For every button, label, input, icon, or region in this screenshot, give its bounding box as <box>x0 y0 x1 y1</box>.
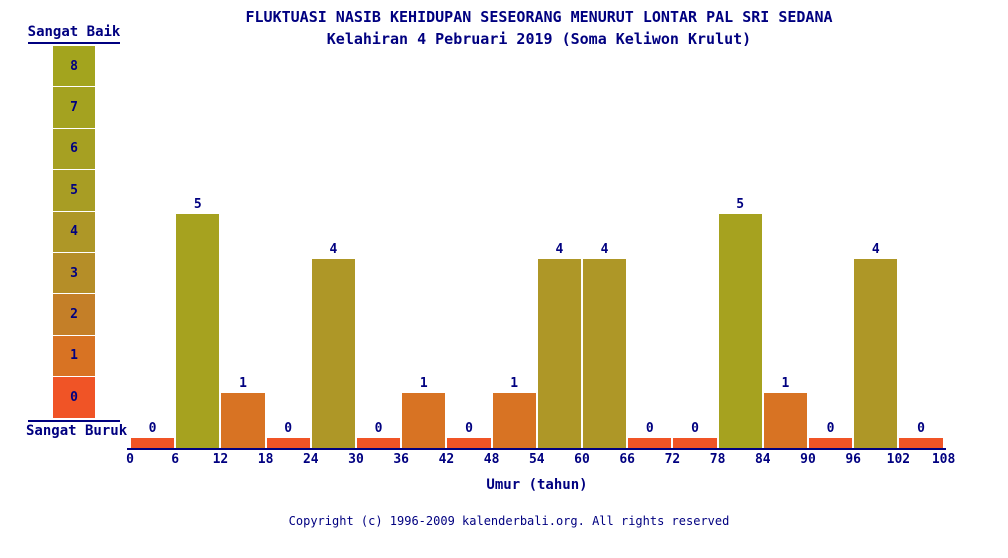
x-tick-label: 24 <box>302 452 319 467</box>
x-tick-label: 96 <box>845 452 862 467</box>
x-tick-label: 48 <box>483 452 500 467</box>
x-tick-label: 6 <box>171 452 180 467</box>
legend-cell-value: 3 <box>70 265 78 281</box>
x-tick-label: 36 <box>393 452 410 467</box>
x-tick-label: 60 <box>574 452 590 467</box>
legend-cell-value: 5 <box>70 182 78 198</box>
bar <box>628 438 672 448</box>
bar-value-label: 1 <box>510 376 519 392</box>
bar-value-label: 0 <box>917 421 925 436</box>
legend-cell: 2 <box>53 294 95 335</box>
bar <box>221 393 265 448</box>
x-tick-label: 18 <box>257 452 274 467</box>
bar-value-label: 1 <box>781 376 790 392</box>
legend-cell: 5 <box>53 170 95 211</box>
bar-value-label: 0 <box>284 421 293 436</box>
bar <box>899 438 943 448</box>
x-tick-label: 84 <box>754 452 771 467</box>
copyright-text: Copyright (c) 1996-2009 kalenderbali.org… <box>288 514 730 528</box>
bar-value-label: 0 <box>148 421 157 436</box>
legend-cell-value: 0 <box>70 389 78 405</box>
bar-value-label: 4 <box>329 241 338 257</box>
legend-cell-value: 8 <box>70 58 78 74</box>
legend-cell-value: 2 <box>70 307 78 323</box>
x-axis-title: Umur (tahun) <box>486 477 588 493</box>
bar <box>447 438 491 448</box>
x-tick-label: 66 <box>619 452 636 467</box>
legend-scale-cells: 8 7 6 5 4 3 2 1 0 <box>53 45 95 419</box>
bar <box>176 214 220 448</box>
fate-scale-legend: Sangat Baik 8 7 6 5 4 3 2 1 0 Sangat Buruk <box>26 24 128 440</box>
bar <box>402 393 446 448</box>
bar <box>673 438 717 448</box>
bar-value-label: 1 <box>239 376 247 392</box>
legend-max-label: Sangat Baik <box>27 24 121 40</box>
legend-cell: 7 <box>53 87 95 128</box>
x-axis-ticks: 0 6 12 18 24 30 36 42 48 54 60 66 72 78 84 90 96 102 108 <box>126 452 955 469</box>
legend-cell: 6 <box>53 128 95 170</box>
chart-subtitle: Kelahiran 4 Pebruari 2019 (Soma Keliwon … <box>326 30 752 48</box>
bar <box>583 258 627 448</box>
x-tick-label: 0 <box>126 452 134 467</box>
bar-value-label: 0 <box>374 421 383 436</box>
x-axis-line <box>127 448 946 450</box>
chart-title: FLUKTUASI NASIB KEHIDUPAN SESEORANG MENU… <box>245 8 833 26</box>
x-tick-label: 102 <box>886 452 911 467</box>
x-tick-label: 90 <box>800 452 816 467</box>
legend-top-divider <box>28 42 120 44</box>
x-tick-label: 72 <box>664 452 681 467</box>
x-tick-label: 78 <box>709 452 726 467</box>
bar-value-label: 0 <box>645 421 654 436</box>
bar-value-label: 4 <box>555 241 564 257</box>
bar <box>131 438 175 448</box>
bar <box>357 438 401 448</box>
bar <box>718 214 762 448</box>
legend-cell-value: 7 <box>70 100 78 116</box>
bar <box>492 393 536 448</box>
bar-value-label: 0 <box>465 421 473 436</box>
bar-value-label: 1 <box>419 376 428 392</box>
legend-cell: 4 <box>53 211 95 252</box>
legend-min-label: Sangat Buruk <box>26 422 128 439</box>
bar-value-label: 5 <box>193 197 202 212</box>
x-tick-label: 108 <box>931 452 956 467</box>
legend-bottom-divider <box>28 419 120 422</box>
legend-cell-value: 4 <box>70 224 78 240</box>
bar <box>763 393 807 448</box>
bar-value-label: 4 <box>871 241 880 257</box>
bar-value-label: 5 <box>736 197 745 212</box>
bar <box>266 438 310 448</box>
bar <box>537 258 581 448</box>
bar-value-label: 4 <box>600 241 609 257</box>
x-tick-label: 12 <box>212 452 229 467</box>
bar <box>854 258 898 448</box>
bar <box>809 438 853 448</box>
legend-cell: 1 <box>53 335 95 377</box>
bar-value-label: 0 <box>826 421 835 436</box>
legend-cell: 0 <box>53 377 95 418</box>
x-tick-label: 30 <box>348 452 364 467</box>
x-tick-label: 54 <box>528 452 545 467</box>
bar-value-label: 0 <box>691 421 699 436</box>
legend-cell: 8 <box>53 46 95 87</box>
legend-cell-value: 6 <box>70 141 78 157</box>
bar <box>311 258 355 448</box>
x-tick-label: 42 <box>438 452 455 467</box>
legend-cell-value: 1 <box>70 348 78 364</box>
legend-cell: 3 <box>53 252 95 294</box>
